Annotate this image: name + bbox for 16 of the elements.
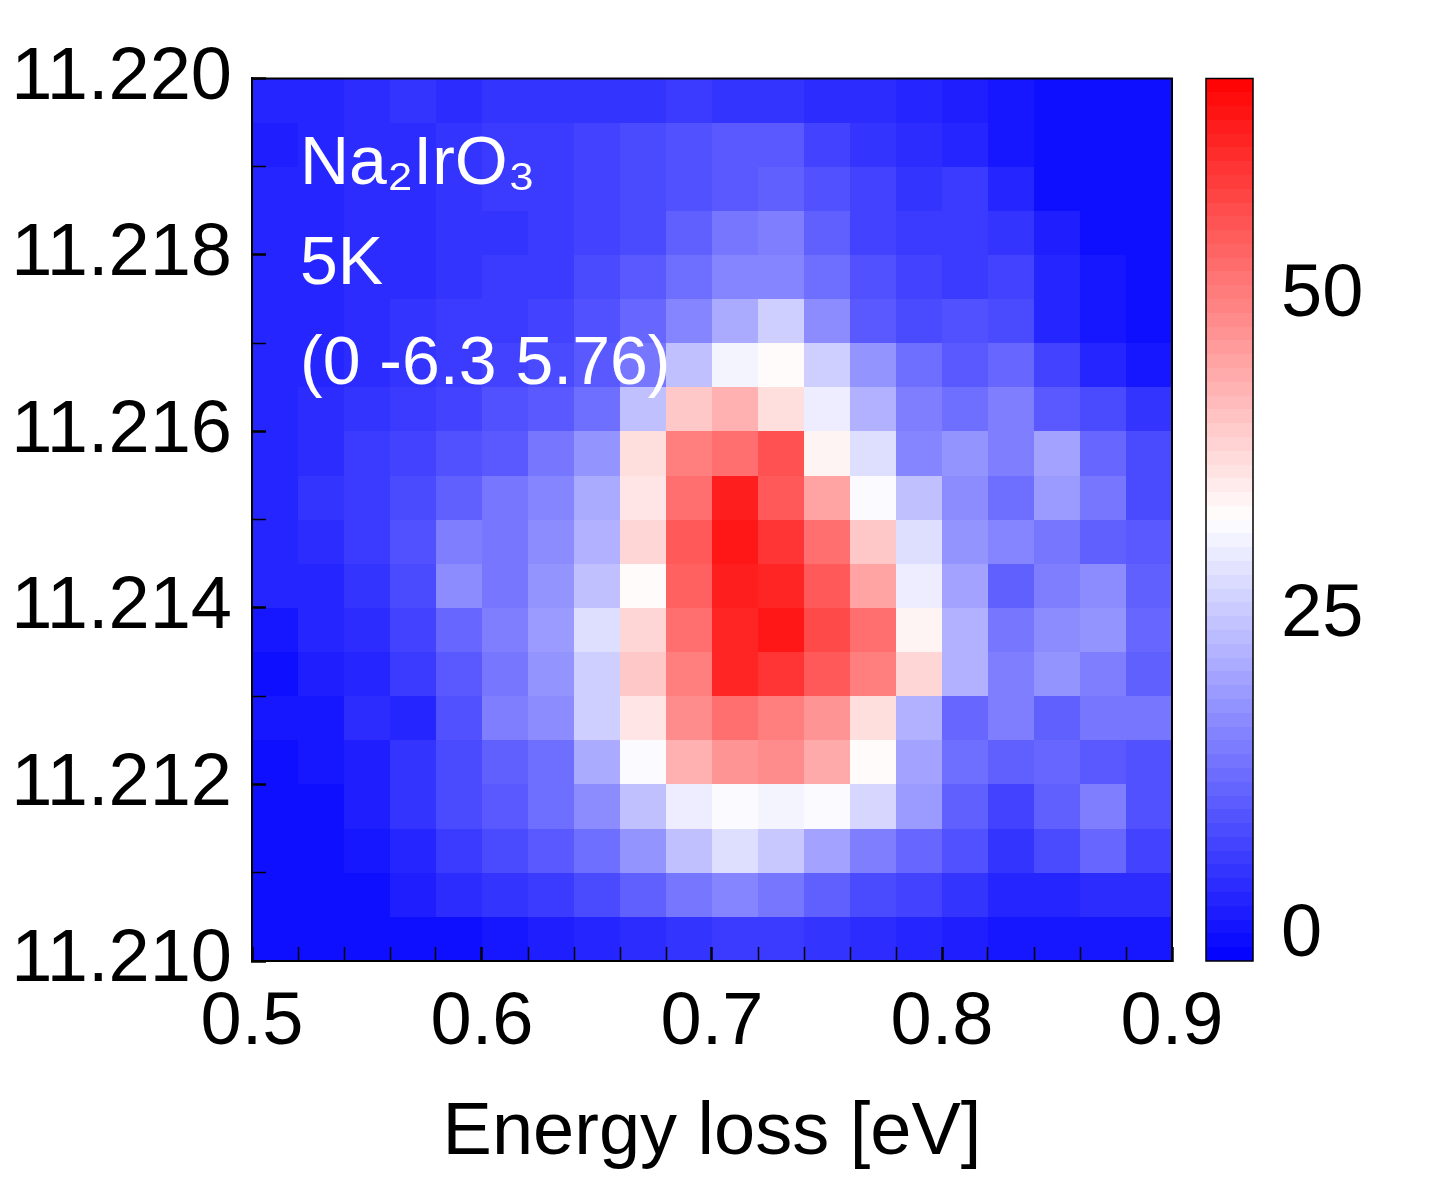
y-tick-label: 11.220 [11,31,232,115]
color-bar-label: 50 [1281,249,1364,333]
color-bar-label: 0 [1281,888,1323,972]
y-tick-label: 11.218 [11,208,232,292]
annotation: 5K [300,222,384,299]
x-tick-label: 0.7 [660,976,764,1060]
x-tick-label: 0.9 [1120,976,1224,1060]
x-tick-label: 0.8 [890,976,994,1060]
y-tick-label: 11.212 [11,737,232,821]
annotation: (0 -6.3 5.76) [300,322,671,399]
annotation: Na₂IrO₃ [300,122,536,199]
y-tick-label: 11.214 [11,561,232,645]
x-tick-label: 0.6 [430,976,534,1060]
y-tick-label: 11.216 [11,384,232,468]
color-bar-label: 25 [1281,569,1364,653]
x-axis-title: Energy loss [eV] [442,1087,982,1171]
